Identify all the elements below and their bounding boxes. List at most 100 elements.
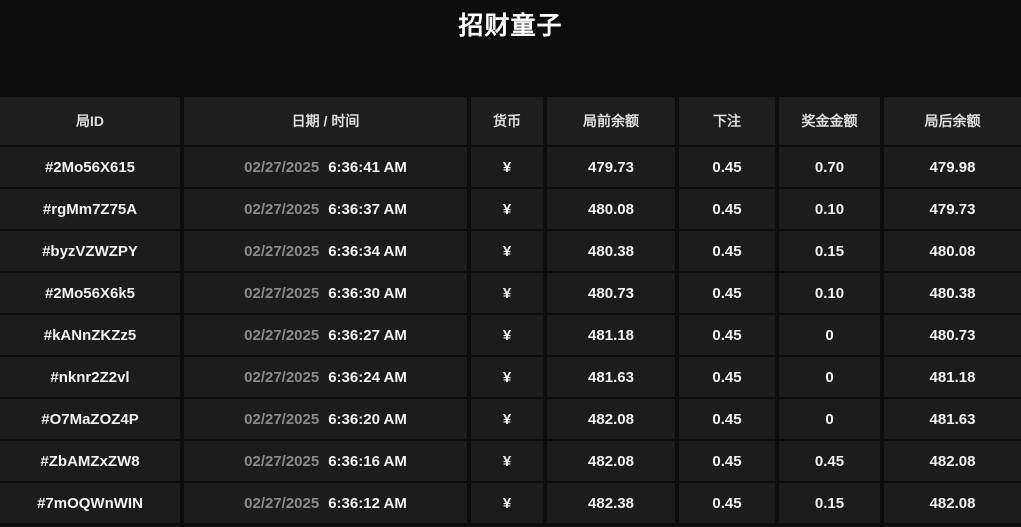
time-text: 6:36:24 AM [328, 368, 407, 386]
date-text: 02/27/2025 [244, 200, 320, 218]
prize-amount-cell: 0.15 [779, 483, 880, 523]
table-row: #7mOQWnWIN 02/27/2025 6:36:12 AM ¥ 482.3… [0, 483, 1021, 523]
currency-cell: ¥ [471, 147, 543, 187]
table-header-row: 局ID 日期 / 时间 货币 局前余额 下注 奖金金额 局后余额 [0, 97, 1021, 145]
date-text: 02/27/2025 [244, 326, 320, 344]
table-row: #nknr2Z2vl 02/27/2025 6:36:24 AM ¥ 481.6… [0, 357, 1021, 397]
balance-before-cell: 482.08 [547, 441, 675, 481]
datetime-cell: 02/27/2025 6:36:12 AM [184, 483, 467, 523]
balance-after-cell: 480.73 [884, 315, 1021, 355]
currency-cell: ¥ [471, 315, 543, 355]
date-text: 02/27/2025 [244, 494, 320, 512]
bet-cell: 0.45 [679, 315, 775, 355]
datetime-cell: 02/27/2025 6:36:37 AM [184, 189, 467, 229]
date-text: 02/27/2025 [244, 284, 320, 302]
datetime-cell: 02/27/2025 6:36:20 AM [184, 399, 467, 439]
balance-after-cell: 479.98 [884, 147, 1021, 187]
column-header-bet: 下注 [679, 97, 775, 145]
table-row: #kANnZKZz5 02/27/2025 6:36:27 AM ¥ 481.1… [0, 315, 1021, 355]
balance-before-cell: 482.08 [547, 399, 675, 439]
bet-cell: 0.45 [679, 147, 775, 187]
balance-before-cell: 481.63 [547, 357, 675, 397]
prize-amount-cell: 0.15 [779, 231, 880, 271]
time-text: 6:36:12 AM [328, 494, 407, 512]
prize-amount-cell: 0.10 [779, 189, 880, 229]
time-text: 6:36:34 AM [328, 242, 407, 260]
prize-amount-cell: 0 [779, 315, 880, 355]
game-history-table[interactable]: 局ID 日期 / 时间 货币 局前余额 下注 奖金金额 局后余额 #2Mo56X… [0, 97, 1021, 523]
balance-after-cell: 480.38 [884, 273, 1021, 313]
table-row: #ZbAMZxZW8 02/27/2025 6:36:16 AM ¥ 482.0… [0, 441, 1021, 481]
balance-before-cell: 480.38 [547, 231, 675, 271]
page-title: 招财童子 [458, 12, 563, 40]
time-text: 6:36:27 AM [328, 326, 407, 344]
bet-cell: 0.45 [679, 441, 775, 481]
datetime-cell: 02/27/2025 6:36:30 AM [184, 273, 467, 313]
date-text: 02/27/2025 [244, 368, 320, 386]
balance-after-cell: 481.63 [884, 399, 1021, 439]
game-id-cell: #7mOQWnWIN [0, 483, 180, 523]
currency-cell: ¥ [471, 441, 543, 481]
bet-cell: 0.45 [679, 189, 775, 229]
game-id-cell: #ZbAMZxZW8 [0, 441, 180, 481]
game-id-cell: #2Mo56X615 [0, 147, 180, 187]
bet-cell: 0.45 [679, 357, 775, 397]
date-text: 02/27/2025 [244, 452, 320, 470]
game-id-cell: #2Mo56X6k5 [0, 273, 180, 313]
table-body: #2Mo56X615 02/27/2025 6:36:41 AM ¥ 479.7… [0, 147, 1021, 523]
time-text: 6:36:30 AM [328, 284, 407, 302]
column-header-currency: 货币 [471, 97, 543, 145]
table-row: #rgMm7Z75A 02/27/2025 6:36:37 AM ¥ 480.0… [0, 189, 1021, 229]
prize-amount-cell: 0.45 [779, 441, 880, 481]
datetime-cell: 02/27/2025 6:36:34 AM [184, 231, 467, 271]
date-text: 02/27/2025 [244, 242, 320, 260]
table-row: #O7MaZOZ4P 02/27/2025 6:36:20 AM ¥ 482.0… [0, 399, 1021, 439]
table-row: #2Mo56X6k5 02/27/2025 6:36:30 AM ¥ 480.7… [0, 273, 1021, 313]
balance-before-cell: 479.73 [547, 147, 675, 187]
time-text: 6:36:41 AM [328, 158, 407, 176]
datetime-cell: 02/27/2025 6:36:41 AM [184, 147, 467, 187]
table-row: #2Mo56X615 02/27/2025 6:36:41 AM ¥ 479.7… [0, 147, 1021, 187]
datetime-cell: 02/27/2025 6:36:24 AM [184, 357, 467, 397]
game-id-cell: #nknr2Z2vl [0, 357, 180, 397]
prize-amount-cell: 0.70 [779, 147, 880, 187]
balance-after-cell: 482.08 [884, 441, 1021, 481]
time-text: 6:36:16 AM [328, 452, 407, 470]
column-header-balance-before: 局前余额 [547, 97, 675, 145]
time-text: 6:36:37 AM [328, 200, 407, 218]
column-header-balance-after: 局后余额 [884, 97, 1021, 145]
datetime-cell: 02/27/2025 6:36:16 AM [184, 441, 467, 481]
balance-before-cell: 480.08 [547, 189, 675, 229]
datetime-cell: 02/27/2025 6:36:27 AM [184, 315, 467, 355]
currency-cell: ¥ [471, 483, 543, 523]
currency-cell: ¥ [471, 231, 543, 271]
balance-before-cell: 481.18 [547, 315, 675, 355]
currency-cell: ¥ [471, 189, 543, 229]
prize-amount-cell: 0 [779, 399, 880, 439]
currency-cell: ¥ [471, 273, 543, 313]
time-text: 6:36:20 AM [328, 410, 407, 428]
balance-after-cell: 480.08 [884, 231, 1021, 271]
game-id-cell: #kANnZKZz5 [0, 315, 180, 355]
game-id-cell: #O7MaZOZ4P [0, 399, 180, 439]
bet-cell: 0.45 [679, 273, 775, 313]
bet-cell: 0.45 [679, 231, 775, 271]
bet-cell: 0.45 [679, 399, 775, 439]
game-id-cell: #rgMm7Z75A [0, 189, 180, 229]
balance-before-cell: 482.38 [547, 483, 675, 523]
table-row: #byzVZWZPY 02/27/2025 6:36:34 AM ¥ 480.3… [0, 231, 1021, 271]
currency-cell: ¥ [471, 357, 543, 397]
game-id-cell: #byzVZWZPY [0, 231, 180, 271]
balance-after-cell: 481.18 [884, 357, 1021, 397]
currency-cell: ¥ [471, 399, 543, 439]
date-text: 02/27/2025 [244, 410, 320, 428]
column-header-datetime: 日期 / 时间 [184, 97, 467, 145]
column-header-game-id: 局ID [0, 97, 180, 145]
date-text: 02/27/2025 [244, 158, 320, 176]
balance-before-cell: 480.73 [547, 273, 675, 313]
bet-cell: 0.45 [679, 483, 775, 523]
prize-amount-cell: 0.10 [779, 273, 880, 313]
column-header-prize-amount: 奖金金额 [779, 97, 880, 145]
prize-amount-cell: 0 [779, 357, 880, 397]
